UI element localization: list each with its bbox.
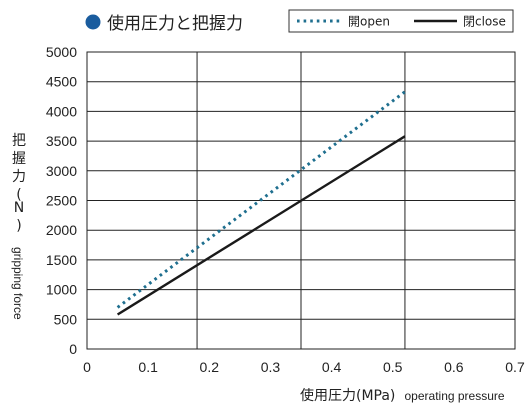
- y-axis-label-char: 把: [12, 133, 26, 149]
- plot-series: [116, 90, 406, 316]
- series-line-open: [116, 90, 406, 309]
- y-tick-label: 3000: [46, 163, 77, 179]
- x-tick-label: 0.6: [444, 359, 464, 375]
- y-axis-label-char: (: [16, 187, 21, 203]
- y-tick-labels: 0 500 1000 1500 2000 2500 3000 3500 4000 4500 5000: [46, 44, 77, 357]
- y-tick-label: 1500: [46, 252, 77, 268]
- x-tick-label: 0.4: [322, 359, 342, 375]
- y-tick-label: 3500: [46, 133, 77, 149]
- y-tick-label: 2500: [46, 193, 77, 209]
- y-axis-label: 把握力 (N) gripping force: [11, 133, 26, 320]
- plot-frame: [86, 51, 516, 350]
- x-tick-labels: 0 0.1 0.2 0.3 0.4 0.5 0.6 0.7: [83, 359, 525, 375]
- legend: 開open 閉close: [288, 9, 514, 33]
- y-tick-label: 5000: [46, 44, 77, 60]
- x-tick-label: 0.3: [261, 359, 281, 375]
- legend-box: [288, 9, 514, 33]
- series-line-close: [116, 135, 406, 316]
- legend-label-close: 閉close: [463, 15, 506, 29]
- y-axis-label-char: N: [14, 200, 24, 216]
- y-tick-label: 4000: [46, 103, 77, 119]
- y-tick-label: 1000: [46, 282, 77, 298]
- y-tick-label: 4500: [46, 74, 77, 90]
- y-axis-label-char: ): [16, 218, 21, 234]
- legend-label-open: 開open: [348, 15, 390, 29]
- title-bullet-icon: [85, 14, 101, 30]
- x-tick-label: 0.7: [505, 359, 525, 375]
- x-tick-label: 0.1: [138, 359, 158, 375]
- x-axis-label-en: operating pressure: [405, 389, 505, 403]
- chart-title: 使用圧力と把握力: [107, 13, 243, 34]
- y-axis-label-en: gripping force: [11, 247, 25, 320]
- y-tick-label: 2000: [46, 222, 77, 238]
- x-tick-label: 0.5: [383, 359, 403, 375]
- y-axis-label-char: 握: [12, 151, 26, 167]
- x-axis-label-cjk: 使用圧力(MPa): [300, 387, 395, 404]
- y-tick-label: 0: [69, 341, 77, 357]
- y-tick-label: 500: [54, 311, 78, 327]
- x-tick-label: 0.2: [200, 359, 220, 375]
- x-axis-label: 使用圧力(MPa) operating pressure: [300, 385, 505, 404]
- y-axis-label-char: 力: [12, 169, 26, 185]
- x-tick-label: 0: [83, 359, 91, 375]
